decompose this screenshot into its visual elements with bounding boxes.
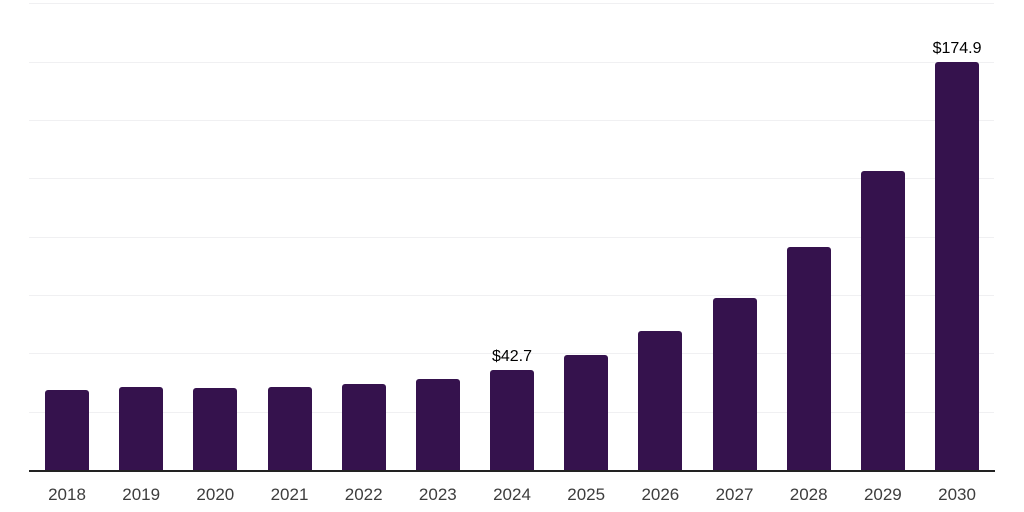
gridline-100 xyxy=(29,236,994,238)
x-tick-label-2026: 2026 xyxy=(641,485,680,504)
bar-2028 xyxy=(786,246,831,470)
gridline-75 xyxy=(29,294,994,296)
value-label-2024: $42.7 xyxy=(491,348,533,366)
x-tick-label-2027: 2027 xyxy=(715,485,754,504)
gridline-175 xyxy=(29,61,994,63)
x-tick-label-2024: 2024 xyxy=(493,485,531,504)
x-tick-label-2022: 2022 xyxy=(344,485,383,504)
bar-2021 xyxy=(267,386,312,470)
bar-2024 xyxy=(490,370,535,470)
x-tick-label-2021: 2021 xyxy=(270,485,309,504)
x-tick-label-2023: 2023 xyxy=(418,485,457,504)
bar-2027 xyxy=(712,298,757,470)
gridline-150 xyxy=(29,119,994,121)
bar-2019 xyxy=(119,386,164,470)
x-tick-label-2025: 2025 xyxy=(567,485,606,504)
x-tick-label-2020: 2020 xyxy=(196,485,235,504)
x-axis-line xyxy=(29,470,995,472)
bar-2018 xyxy=(45,390,89,470)
x-tick-label-2019: 2019 xyxy=(122,485,161,504)
value-label-2030: $174.9 xyxy=(932,39,982,57)
x-tick-label-2029: 2029 xyxy=(863,485,902,504)
x-tick-label-2030: 2030 xyxy=(938,485,976,504)
bar-2029 xyxy=(860,171,905,470)
x-tick-label-2018: 2018 xyxy=(48,485,86,504)
gridline-50 xyxy=(29,353,994,355)
bar-2023 xyxy=(415,378,460,470)
bar-2022 xyxy=(341,384,386,470)
bar-2030 xyxy=(935,61,980,470)
bar-2026 xyxy=(638,331,683,470)
gridline-200 xyxy=(29,3,994,5)
bar-2025 xyxy=(564,355,609,470)
gridline-125 xyxy=(29,178,994,180)
bar-2020 xyxy=(193,387,238,470)
x-tick-label-2028: 2028 xyxy=(789,485,828,504)
